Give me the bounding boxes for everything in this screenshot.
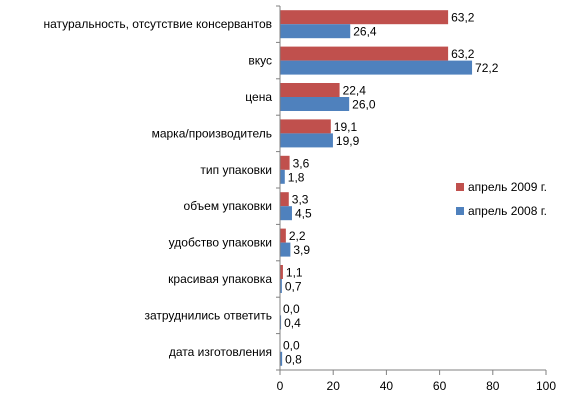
x-tick-label: 100 [536, 379, 556, 393]
category-label: вкус [248, 54, 272, 68]
bar-series-2 [280, 242, 291, 257]
data-label: 3,9 [293, 243, 310, 257]
data-label: 72,2 [475, 61, 499, 75]
category-label: тип упаковки [200, 163, 272, 177]
category-label: затруднились ответить [144, 308, 272, 322]
data-label: 3,3 [292, 193, 309, 207]
data-label: 19,1 [334, 120, 358, 134]
data-label: 0,0 [283, 302, 300, 316]
bar-series-1 [280, 228, 286, 243]
data-label: 4,5 [295, 207, 312, 221]
bar-series-2 [280, 351, 283, 366]
data-label: 3,6 [293, 156, 310, 170]
bar-series-1 [280, 46, 449, 61]
data-label: 1,1 [286, 266, 303, 280]
data-label: 19,9 [336, 134, 360, 148]
x-tick-label: 60 [433, 379, 447, 393]
bar-series-2 [280, 315, 282, 330]
category-label: объем упаковки [184, 199, 272, 213]
legend-label: апрель 2009 г. [468, 180, 547, 194]
data-label: 0,4 [284, 316, 301, 330]
bar-series-2 [280, 24, 351, 39]
data-label: 26,0 [352, 98, 376, 112]
bar-series-2 [280, 169, 285, 184]
bar-series-2 [280, 133, 333, 148]
bar-series-2 [280, 97, 350, 111]
category-label: натуральность, отсутствие консервантов [43, 17, 272, 31]
data-label: 0,0 [283, 338, 300, 352]
data-label: 2,2 [289, 229, 306, 243]
data-label: 0,7 [285, 280, 302, 294]
category-label: удобство упаковки [169, 236, 272, 250]
x-tick-label: 0 [277, 379, 284, 393]
bar-series-1 [280, 119, 331, 134]
bar-series-1 [280, 10, 449, 25]
category-label: дата изготовления [169, 345, 272, 359]
bar-series-2 [280, 206, 292, 221]
bar-series-2 [280, 279, 282, 293]
data-label: 1,8 [288, 170, 305, 184]
data-label: 63,2 [451, 47, 475, 61]
category-label: марка/производитель [152, 126, 272, 140]
x-tick-label: 40 [380, 379, 394, 393]
x-tick-label: 20 [327, 379, 341, 393]
bar-series-1 [280, 83, 340, 97]
x-tick-label: 80 [486, 379, 500, 393]
bar-series-2 [280, 60, 473, 75]
category-label: цена [245, 90, 272, 104]
legend-swatch [456, 207, 464, 215]
legend-swatch [456, 183, 464, 191]
data-label: 63,2 [451, 11, 475, 25]
category-label: красивая упаковка [168, 272, 272, 286]
data-label: 22,4 [343, 84, 367, 98]
bar-series-1 [280, 192, 289, 207]
bar-series-1 [280, 155, 290, 170]
bar-series-1 [280, 265, 283, 279]
data-label: 0,8 [285, 352, 302, 366]
data-label: 26,4 [353, 25, 377, 39]
legend-label: апрель 2008 г. [468, 204, 547, 218]
